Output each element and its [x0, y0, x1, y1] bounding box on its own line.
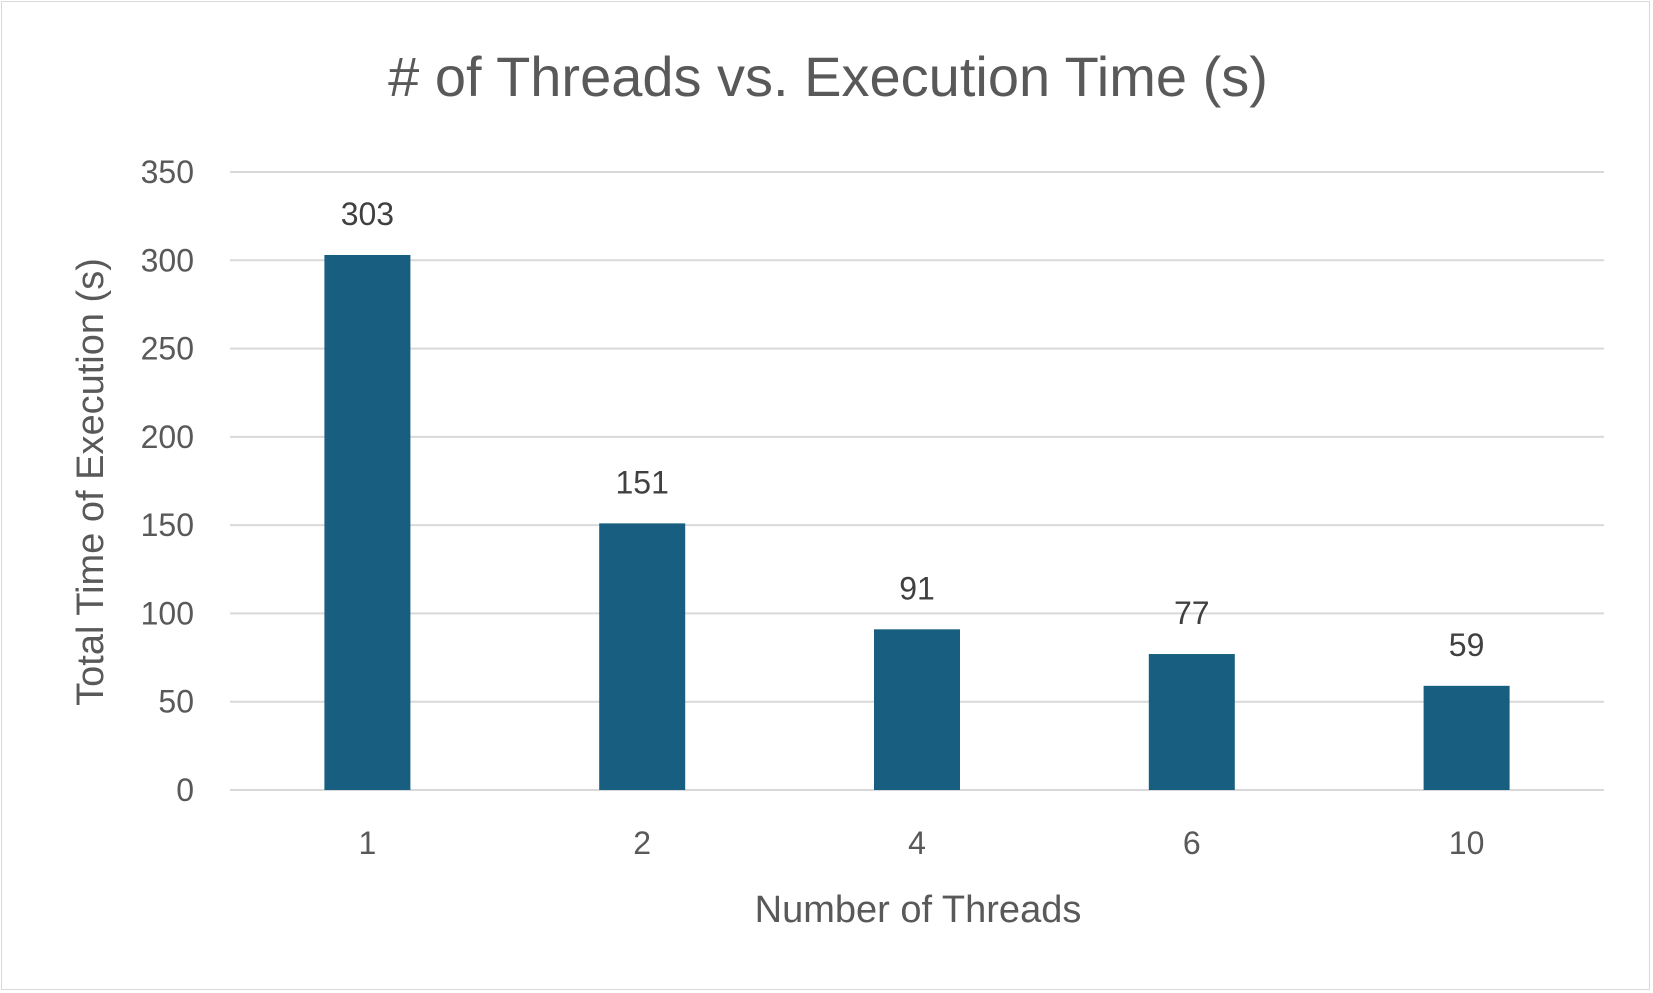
bar	[1423, 685, 1510, 790]
y-tick-label: 100	[141, 595, 194, 631]
bar	[599, 523, 686, 790]
y-tick-label: 200	[141, 419, 194, 455]
gridlines	[230, 171, 1604, 791]
bars	[324, 254, 1510, 790]
bar	[1148, 654, 1235, 790]
x-tick-label: 1	[359, 825, 377, 861]
x-tick-label: 2	[633, 825, 651, 861]
data-label: 77	[1174, 595, 1210, 631]
x-axis-ticks: 1 2 4 6 10	[359, 825, 1485, 861]
data-labels: 303 151 91 77 59	[341, 196, 1485, 663]
y-axis-title: Total Time of Execution (s)	[70, 258, 112, 706]
bar	[874, 629, 960, 790]
data-label: 59	[1449, 627, 1485, 663]
y-axis-ticks: 0 50 100 150 200 250 300 350	[141, 154, 194, 808]
x-tick-label: 10	[1449, 825, 1485, 861]
x-axis-title: Number of Threads	[755, 889, 1082, 931]
y-tick-label: 300	[141, 242, 194, 278]
data-label: 303	[341, 196, 394, 232]
data-label: 151	[616, 464, 669, 500]
chart-title: # of Threads vs. Execution Time (s)	[388, 45, 1268, 108]
y-tick-label: 0	[176, 772, 194, 808]
y-tick-label: 350	[141, 154, 194, 190]
x-tick-label: 4	[908, 825, 926, 861]
data-label: 91	[899, 570, 935, 606]
x-tick-label: 6	[1183, 825, 1201, 861]
y-tick-label: 250	[141, 331, 194, 367]
y-tick-label: 150	[141, 507, 194, 543]
y-tick-label: 50	[158, 684, 194, 720]
bar	[324, 254, 411, 790]
